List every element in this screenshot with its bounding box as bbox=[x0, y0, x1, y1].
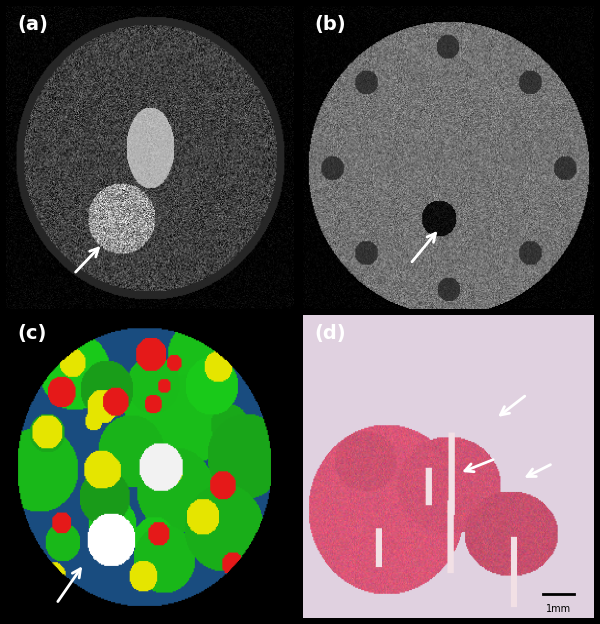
Text: 1mm: 1mm bbox=[545, 604, 571, 614]
Text: (a): (a) bbox=[17, 16, 49, 34]
Text: (b): (b) bbox=[314, 16, 346, 34]
Text: (c): (c) bbox=[17, 324, 46, 343]
Text: (d): (d) bbox=[314, 324, 346, 343]
